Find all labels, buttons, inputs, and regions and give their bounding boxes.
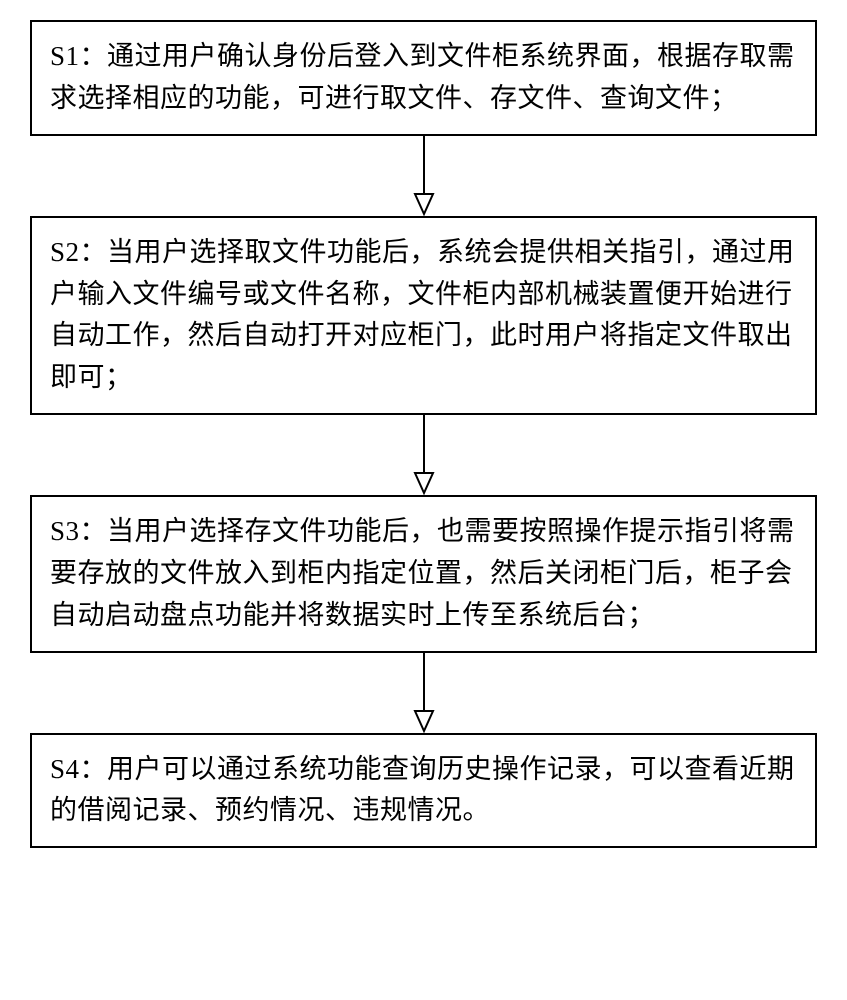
flowchart-container: S1：通过用户确认身份后登入到文件柜系统界面，根据存取需求选择相应的功能，可进行… <box>30 20 817 848</box>
arrow-down-icon <box>412 653 436 733</box>
arrow-1 <box>412 136 436 216</box>
arrow-down-icon <box>412 136 436 216</box>
arrow-3 <box>412 653 436 733</box>
step-text-s1: S1：通过用户确认身份后登入到文件柜系统界面，根据存取需求选择相应的功能，可进行… <box>50 41 795 113</box>
step-text-s3: S3：当用户选择存文件功能后，也需要按照操作提示指引将需要存放的文件放入到柜内指… <box>50 516 795 630</box>
step-text-s4: S4：用户可以通过系统功能查询历史操作记录，可以查看近期的借阅记录、预约情况、违… <box>50 754 795 826</box>
step-box-s2: S2：当用户选择取文件功能后，系统会提供相关指引，通过用户输入文件编号或文件名称… <box>30 216 817 415</box>
arrow-down-icon <box>412 415 436 495</box>
step-text-s2: S2：当用户选择取文件功能后，系统会提供相关指引，通过用户输入文件编号或文件名称… <box>50 237 795 393</box>
step-box-s3: S3：当用户选择存文件功能后，也需要按照操作提示指引将需要存放的文件放入到柜内指… <box>30 495 817 653</box>
step-box-s1: S1：通过用户确认身份后登入到文件柜系统界面，根据存取需求选择相应的功能，可进行… <box>30 20 817 136</box>
arrow-2 <box>412 415 436 495</box>
step-box-s4: S4：用户可以通过系统功能查询历史操作记录，可以查看近期的借阅记录、预约情况、违… <box>30 733 817 849</box>
